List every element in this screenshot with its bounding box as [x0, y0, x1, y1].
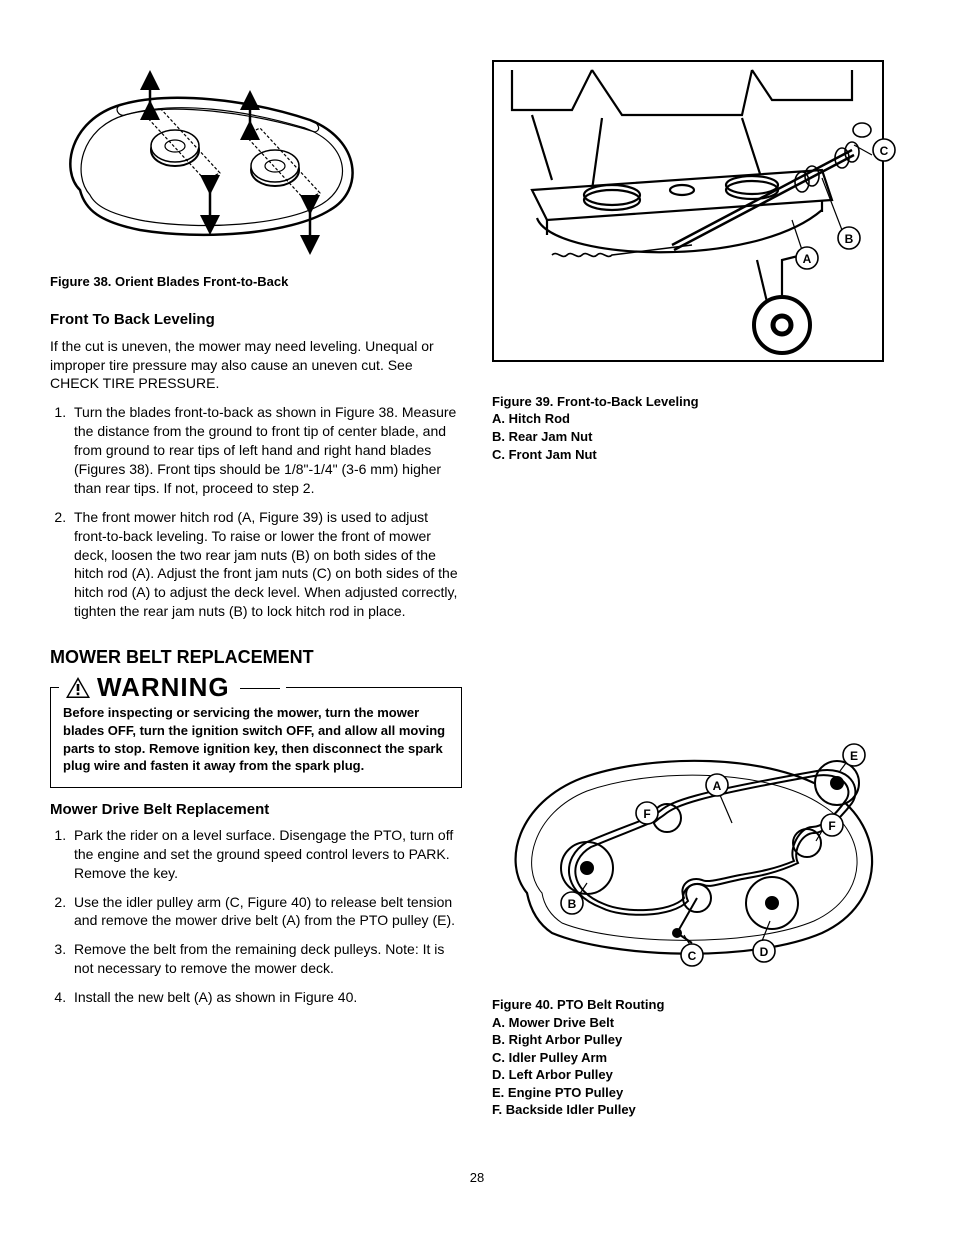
leveling-heading: Front To Back Leveling [50, 310, 462, 330]
callout-e: E [850, 749, 858, 763]
list-item: A. Mower Drive Belt [492, 1014, 904, 1032]
leveling-steps: Turn the blades front-to-back as shown i… [56, 403, 462, 621]
figure-40-title: Figure 40. PTO Belt Routing [492, 996, 904, 1014]
figure-40-image: A B C D E F F [492, 723, 904, 988]
leveling-intro: If the cut is uneven, the mower may need… [50, 337, 462, 394]
callout-a: A [713, 779, 722, 793]
warning-header-rule [240, 688, 280, 689]
list-item: C. Idler Pulley Arm [492, 1049, 904, 1067]
callout-d: D [760, 945, 769, 959]
list-item: F. Backside Idler Pulley [492, 1101, 904, 1119]
warning-icon [65, 676, 91, 700]
callout-b: B [845, 232, 854, 246]
list-item: Turn the blades front-to-back as shown i… [70, 403, 462, 497]
figure-39-image: A B C [492, 60, 904, 385]
list-item: The front mower hitch rod (A, Figure 39)… [70, 508, 462, 621]
callout-c: C [880, 144, 889, 158]
callout-f: F [643, 807, 650, 821]
warning-body-text: Before inspecting or servicing the mower… [63, 704, 449, 774]
page-number: 28 [50, 1169, 904, 1187]
warning-header: WARNING [59, 670, 286, 705]
callout-b: B [568, 897, 577, 911]
callout-c: C [688, 949, 697, 963]
list-item: B. Rear Jam Nut [492, 428, 904, 446]
list-item: Remove the belt from the remaining deck … [70, 940, 462, 978]
warning-box: WARNING Before inspecting or servicing t… [50, 687, 462, 787]
drive-belt-steps: Park the rider on a level surface. Disen… [56, 826, 462, 1007]
list-item: D. Left Arbor Pulley [492, 1066, 904, 1084]
spacer [492, 483, 904, 723]
drive-belt-heading: Mower Drive Belt Replacement [50, 800, 462, 820]
list-item: Park the rider on a level surface. Disen… [70, 826, 462, 883]
list-item: E. Engine PTO Pulley [492, 1084, 904, 1102]
figure-40-block: A B C D E F F Figure 40. PTO Belt Routin… [492, 723, 904, 1119]
figure-38-caption: Figure 38. Orient Blades Front-to-Back [50, 273, 462, 291]
list-item: C. Front Jam Nut [492, 446, 904, 464]
list-item: Use the idler pulley arm (C, Figure 40) … [70, 893, 462, 931]
figure-39-block: A B C Figure 39. Front-to-Back Leveling … [492, 60, 904, 463]
list-item: A. Hitch Rod [492, 410, 904, 428]
belt-section-heading: MOWER BELT REPLACEMENT [50, 645, 462, 669]
figure-38-image [50, 60, 462, 265]
callout-a: A [803, 252, 812, 266]
callout-f2: F [828, 819, 835, 833]
list-item: Install the new belt (A) as shown in Fig… [70, 988, 462, 1007]
list-item: B. Right Arbor Pulley [492, 1031, 904, 1049]
figure-40-caption: Figure 40. PTO Belt Routing A. Mower Dri… [492, 996, 904, 1119]
figure-39-caption: Figure 39. Front-to-Back Leveling A. Hit… [492, 393, 904, 463]
warning-title: WARNING [97, 670, 230, 705]
figure-39-title: Figure 39. Front-to-Back Leveling [492, 393, 904, 411]
